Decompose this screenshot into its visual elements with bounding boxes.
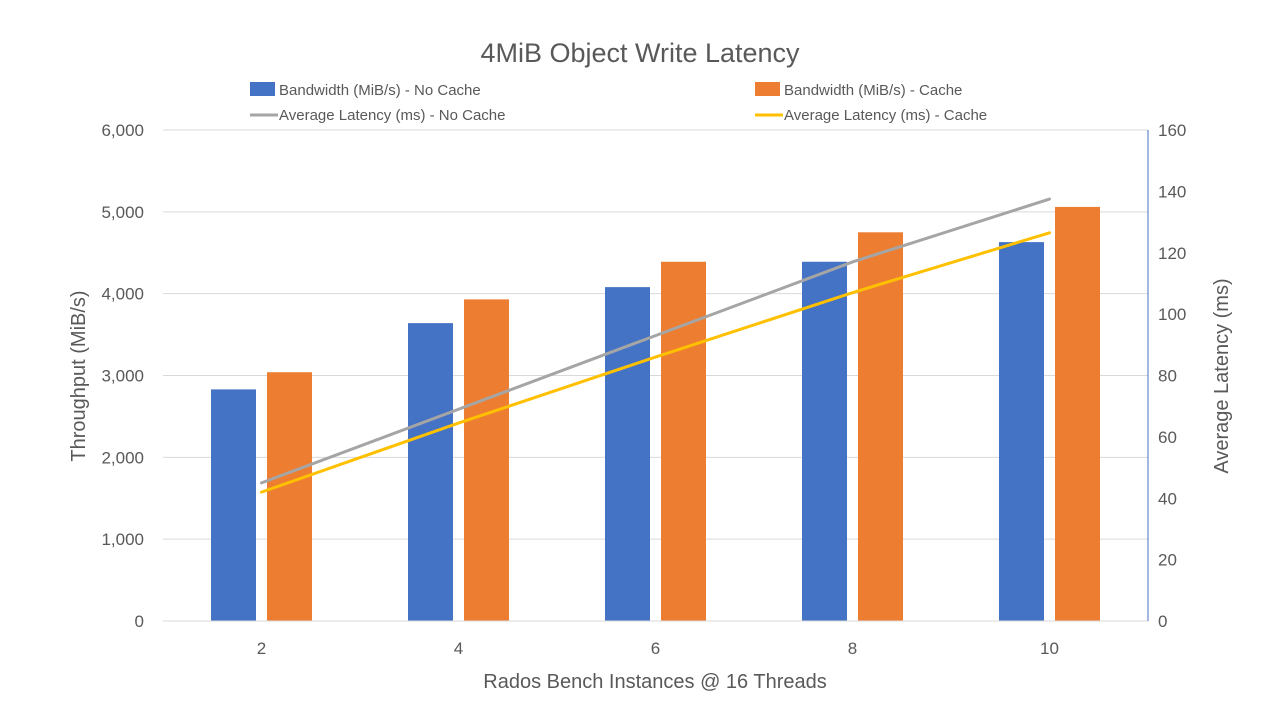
chart-title: 4MiB Object Write Latency — [480, 38, 800, 68]
legend-label: Bandwidth (MiB/s) - Cache — [784, 82, 962, 99]
bar — [802, 261, 847, 621]
right-tick-label: 0 — [1158, 612, 1167, 631]
x-tick-label: 10 — [1040, 639, 1059, 658]
right-tick-label: 120 — [1158, 244, 1186, 263]
legend: Bandwidth (MiB/s) - No Cache Bandwidth (M… — [250, 82, 987, 124]
bar — [605, 287, 650, 621]
right-tick-label: 140 — [1158, 182, 1186, 201]
left-tick-label: 4,000 — [101, 285, 144, 304]
x-axis-title: Rados Bench Instances @ 16 Threads — [483, 671, 826, 693]
left-tick-label: 0 — [135, 612, 144, 631]
left-tick-label: 1,000 — [101, 530, 144, 549]
legend-label: Bandwidth (MiB/s) - No Cache — [279, 82, 481, 99]
left-axis-ticks: 0 1,000 2,000 3,000 4,000 5,000 6,000 — [101, 121, 144, 631]
bar — [999, 242, 1044, 621]
left-axis-title: Throughput (MiB/s) — [68, 290, 90, 461]
x-tick-label: 2 — [257, 639, 266, 658]
axes — [163, 130, 1149, 622]
left-tick-label: 2,000 — [101, 448, 144, 467]
legend-label: Average Latency (ms) - Cache — [784, 107, 987, 124]
x-tick-label: 6 — [651, 639, 660, 658]
bar — [408, 323, 453, 621]
legend-swatch — [755, 82, 780, 96]
x-tick-label: 8 — [848, 639, 857, 658]
right-tick-label: 20 — [1158, 551, 1177, 570]
bar — [661, 261, 706, 621]
bar — [267, 372, 312, 621]
bar — [1055, 206, 1100, 621]
right-tick-label: 60 — [1158, 428, 1177, 447]
bar — [211, 389, 256, 621]
legend-swatch — [250, 82, 275, 96]
right-axis-ticks: 0 20 40 60 80 100 120 140 160 — [1158, 121, 1186, 631]
latency-line — [260, 231, 1051, 494]
bar — [858, 232, 903, 621]
left-tick-label: 3,000 — [101, 367, 144, 386]
legend-label: Average Latency (ms) - No Cache — [279, 107, 506, 124]
bar — [464, 299, 509, 621]
right-tick-label: 80 — [1158, 367, 1177, 386]
latency-line — [260, 197, 1051, 485]
right-axis-title: Average Latency (ms) — [1211, 278, 1233, 473]
bars — [211, 206, 1100, 621]
right-tick-label: 160 — [1158, 121, 1186, 140]
latency-lines — [260, 197, 1051, 494]
right-tick-label: 40 — [1158, 489, 1177, 508]
left-tick-label: 5,000 — [101, 203, 144, 222]
x-axis-ticks: 2 4 6 8 10 — [257, 639, 1059, 658]
x-tick-label: 4 — [454, 639, 463, 658]
left-tick-label: 6,000 — [101, 121, 144, 140]
right-tick-label: 100 — [1158, 305, 1186, 324]
